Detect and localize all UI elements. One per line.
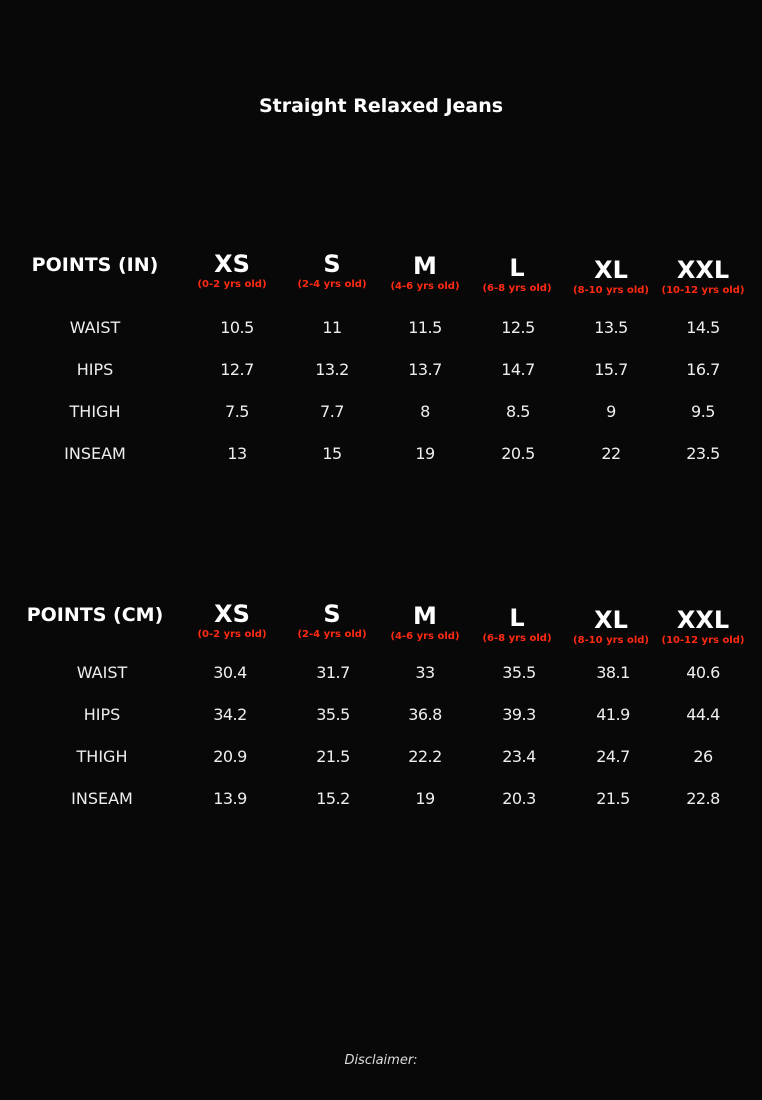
age-range: (4-6 yrs old): [390, 631, 460, 642]
measurement-value: 7.7: [320, 402, 344, 421]
measurement-value: 24.7: [596, 747, 630, 766]
measurement-value: 14.7: [501, 360, 535, 379]
measurement-value: 20.3: [502, 789, 536, 808]
measurement-value: 15.7: [594, 360, 628, 379]
measurement-value: 7.5: [225, 402, 249, 421]
measurement-value: 16.7: [686, 360, 720, 379]
size-label: S: [323, 250, 341, 278]
measurement-value: 19: [415, 789, 435, 808]
age-range: (0-2 yrs old): [197, 279, 267, 290]
measurement-label: WAIST: [69, 318, 121, 337]
measurement-label: INSEAM: [71, 789, 133, 808]
age-range: (10-12 yrs old): [661, 285, 745, 296]
measurement-value: 23.5: [686, 444, 720, 463]
measurement-value: 36.8: [408, 705, 442, 724]
measurement-value: 33: [415, 663, 435, 682]
measurement-label: THIGH: [76, 747, 128, 766]
measurement-value: 13: [227, 444, 247, 463]
page-title: Straight Relaxed Jeans: [258, 95, 504, 117]
measurement-value: 26: [693, 747, 713, 766]
size-label: XS: [214, 600, 250, 628]
size-label: M: [413, 602, 437, 630]
measurement-value: 41.9: [596, 705, 630, 724]
age-range: (10-12 yrs old): [661, 635, 745, 646]
measurement-value: 10.5: [220, 318, 254, 337]
measurement-value: 39.3: [502, 705, 536, 724]
measurement-value: 21.5: [596, 789, 630, 808]
measurement-value: 22.2: [408, 747, 442, 766]
measurement-value: 14.5: [686, 318, 720, 337]
measurement-value: 11: [322, 318, 342, 337]
size-label: XL: [594, 606, 628, 634]
age-range: (4-6 yrs old): [390, 281, 460, 292]
measurement-value: 15: [322, 444, 342, 463]
measurement-label: HIPS: [76, 360, 114, 379]
measurement-value: 44.4: [686, 705, 720, 724]
size-label: XXL: [676, 606, 730, 634]
measurement-value: 9.5: [691, 402, 715, 421]
measurement-value: 20.5: [501, 444, 535, 463]
size-label: L: [509, 604, 525, 632]
disclaimer: Disclaimer:: [344, 1053, 418, 1068]
measurement-value: 22: [601, 444, 621, 463]
size-label: XXL: [676, 256, 730, 284]
age-range: (2-4 yrs old): [297, 279, 367, 290]
points-header: POINTS (IN): [31, 254, 159, 276]
measurement-value: 8.5: [506, 402, 530, 421]
measurement-value: 13.7: [408, 360, 442, 379]
age-range: (8-10 yrs old): [573, 285, 649, 296]
size-label: M: [413, 252, 437, 280]
measurement-value: 13.2: [315, 360, 349, 379]
size-label: S: [323, 600, 341, 628]
measurement-value: 23.4: [502, 747, 536, 766]
measurement-value: 35.5: [502, 663, 536, 682]
measurement-value: 35.5: [316, 705, 350, 724]
measurement-value: 9: [606, 402, 616, 421]
measurement-value: 31.7: [316, 663, 350, 682]
measurement-value: 34.2: [213, 705, 247, 724]
age-range: (0-2 yrs old): [197, 629, 267, 640]
points-header: POINTS (CM): [26, 604, 164, 626]
size-label: XS: [214, 250, 250, 278]
size-label: L: [509, 254, 525, 282]
measurement-value: 30.4: [213, 663, 247, 682]
measurement-value: 20.9: [213, 747, 247, 766]
measurement-value: 12.7: [220, 360, 254, 379]
measurement-value: 13.5: [594, 318, 628, 337]
age-range: (2-4 yrs old): [297, 629, 367, 640]
age-range: (8-10 yrs old): [573, 635, 649, 646]
measurement-value: 40.6: [686, 663, 720, 682]
age-range: (6-8 yrs old): [482, 633, 552, 644]
measurement-label: INSEAM: [64, 444, 126, 463]
measurement-value: 22.8: [686, 789, 720, 808]
measurement-label: HIPS: [83, 705, 121, 724]
measurement-value: 15.2: [316, 789, 350, 808]
measurement-value: 8: [420, 402, 430, 421]
age-range: (6-8 yrs old): [482, 283, 552, 294]
measurement-label: THIGH: [69, 402, 121, 421]
measurement-value: 21.5: [316, 747, 350, 766]
size-label: XL: [594, 256, 628, 284]
measurement-value: 11.5: [408, 318, 442, 337]
measurement-value: 38.1: [596, 663, 630, 682]
measurement-label: WAIST: [76, 663, 128, 682]
measurement-value: 13.9: [213, 789, 247, 808]
measurement-value: 12.5: [501, 318, 535, 337]
measurement-value: 19: [415, 444, 435, 463]
